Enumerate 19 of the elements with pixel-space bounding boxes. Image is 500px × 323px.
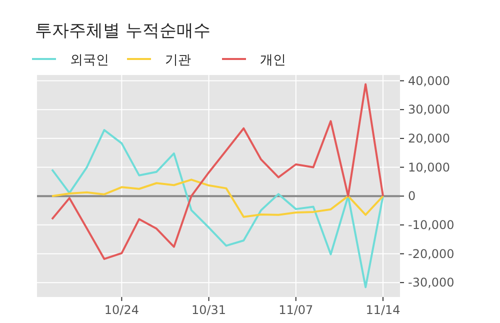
- y-tick-label: -30,000: [408, 276, 454, 290]
- line-series: [51, 178, 384, 218]
- y-tick-label: 10,000: [408, 160, 450, 174]
- line-series: [51, 83, 384, 260]
- chart-title: 투자주체별 누적순매수: [35, 21, 210, 41]
- y-tick-label: 0: [408, 189, 416, 204]
- x-tick-label: 10/24: [104, 303, 139, 317]
- legend-label: 개인: [260, 53, 286, 68]
- y-tick-label: -10,000: [408, 218, 454, 232]
- x-tick-label: 11/07: [278, 303, 314, 317]
- x-tick-label: 11/14: [366, 303, 400, 317]
- legend-label: 기관: [165, 53, 191, 68]
- line-series: [51, 129, 384, 288]
- y-tick-label: -20,000: [408, 246, 454, 261]
- legend-label: 외국인: [70, 53, 109, 68]
- y-tick-label: 20,000: [408, 131, 450, 146]
- x-tick-label: 10/31: [191, 303, 226, 317]
- y-tick-label: 40,000: [408, 74, 450, 88]
- y-tick-label: 30,000: [408, 102, 450, 117]
